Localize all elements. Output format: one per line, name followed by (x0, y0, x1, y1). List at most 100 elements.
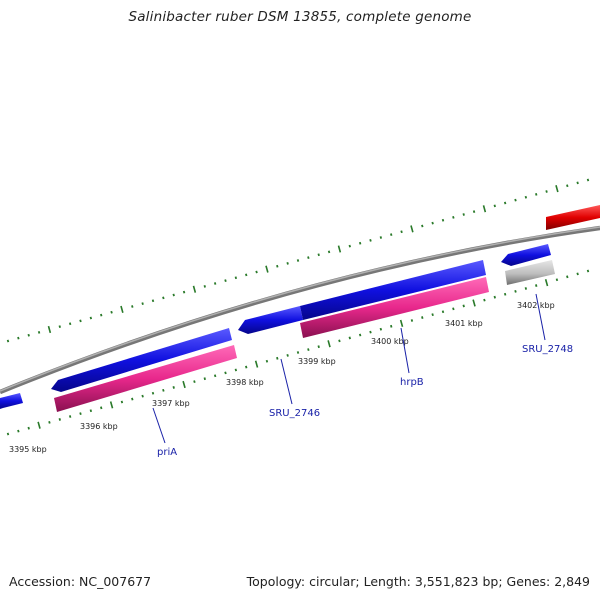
outer-tick-mark (545, 190, 548, 193)
gene-label-hrpb: hrpB (400, 377, 424, 388)
outer-tick-mark (296, 259, 300, 262)
outer-tick-mark (441, 218, 445, 222)
tick-label: 3396 kbp (80, 422, 118, 431)
outer-tick-mark (245, 273, 248, 277)
outer-tick-mark (286, 261, 289, 265)
cds-feature-1 (51, 328, 232, 392)
inner-tick-mark (369, 330, 372, 334)
inner-tick-mark (131, 397, 134, 401)
outer-tick-mark (566, 184, 569, 188)
outer-tick-mark (337, 245, 342, 253)
tick-label: 3400 kbp (371, 337, 409, 346)
outer-tick-mark (369, 238, 372, 242)
inner-tick-mark (193, 380, 196, 384)
outer-tick-mark (390, 233, 393, 237)
inner-tick-mark (503, 292, 507, 296)
inner-tick-mark (544, 279, 549, 287)
outer-tick-mark (213, 282, 217, 285)
inner-tick-mark (203, 377, 206, 381)
gene-label-line-sru2748 (535, 293, 546, 341)
inner-tick-mark (276, 356, 279, 360)
inner-tick-mark (431, 313, 434, 317)
rna-feature-red (546, 205, 600, 230)
genome-summary-text: Topology: circular; Length: 3,551,823 bp… (246, 574, 590, 589)
inner-tick-mark (37, 421, 41, 429)
inner-tick-mark (472, 299, 476, 307)
inner-tick-mark (452, 307, 455, 311)
outer-tick-mark (131, 305, 134, 308)
gene-label-pria: priA (157, 447, 177, 458)
inner-tick-mark (162, 388, 165, 392)
gene-label-sru2748: SRU_2748 (522, 344, 573, 355)
inner-tick-mark (17, 429, 20, 433)
outer-tick-mark (6, 339, 10, 343)
outer-tick-mark (192, 285, 197, 293)
inner-tick-mark (307, 348, 310, 351)
tick-label: 3395 kbp (9, 445, 47, 454)
outer-tick-mark (431, 221, 434, 225)
outer-tick-mark (234, 276, 238, 280)
outer-tick-mark (586, 178, 590, 182)
outer-tick-track (6, 178, 590, 343)
outer-tick-mark (100, 313, 103, 317)
outer-tick-mark (276, 264, 279, 268)
outer-tick-mark (462, 213, 465, 216)
gene-feature-1 (54, 345, 237, 412)
inner-tick-mark (68, 415, 72, 418)
inner-tick-mark (234, 368, 238, 372)
outer-tick-mark (151, 299, 155, 303)
inner-tick-mark (58, 418, 61, 421)
outer-tick-mark (535, 192, 538, 196)
genome-backbone (0, 225, 600, 395)
gene-label-line-hrpb (400, 327, 410, 374)
pseudo-feature-gray (505, 260, 555, 285)
inner-tick-mark (6, 432, 10, 436)
outer-tick-mark (47, 325, 52, 334)
outer-tick-mark (27, 333, 30, 337)
inner-tick-mark (182, 380, 186, 389)
outer-tick-mark (410, 225, 414, 233)
outer-tick-mark (79, 319, 82, 323)
inner-tick-mark (399, 319, 404, 327)
inner-tick-mark (120, 400, 124, 404)
outer-tick-mark (58, 325, 61, 329)
inner-tick-mark (213, 374, 217, 378)
tick-label: 3398 kbp (226, 378, 264, 387)
cds-feature-3 (300, 260, 486, 320)
outer-tick-mark (482, 205, 487, 213)
outer-tick-mark (327, 250, 331, 254)
outer-tick-mark (358, 241, 362, 245)
outer-tick-mark (182, 290, 186, 294)
outer-tick-mark (110, 310, 113, 314)
tick-label: 3397 kbp (152, 399, 190, 408)
inner-tick-mark (566, 275, 569, 279)
inner-tick-mark (109, 401, 114, 409)
outer-tick-mark (317, 253, 320, 257)
outer-tick-mark (503, 201, 507, 205)
inner-tick-mark (286, 354, 289, 357)
inner-tick-mark (245, 365, 248, 369)
inner-tick-mark (296, 351, 300, 354)
tick-label: 3402 kbp (517, 301, 555, 310)
inner-tick-mark (89, 409, 93, 413)
outer-tick-mark (400, 230, 403, 234)
outer-tick-mark (224, 279, 227, 283)
inner-tick-mark (358, 333, 362, 337)
outer-tick-mark (17, 336, 20, 340)
accession-text: Accession: NC_007677 (9, 574, 152, 589)
inner-tick-mark (576, 272, 579, 276)
outer-tick-mark (524, 195, 528, 199)
outer-tick-mark (172, 293, 175, 297)
inner-tick-mark (100, 406, 103, 410)
outer-tick-mark (555, 185, 559, 193)
inner-tick-mark (327, 340, 331, 348)
genome-backbone-highlight (0, 226, 600, 392)
inner-tick-mark (172, 386, 175, 389)
inner-tick-track (6, 269, 590, 436)
inner-tick-mark (338, 339, 341, 343)
outer-tick-mark (379, 236, 383, 239)
inner-tick-mark (493, 295, 496, 299)
cds-feature-4 (501, 244, 551, 266)
outer-tick-mark (472, 210, 476, 214)
